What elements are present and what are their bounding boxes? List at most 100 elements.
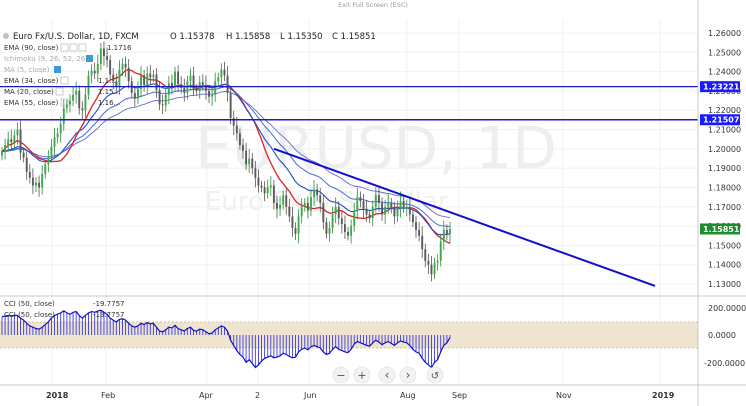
candle-body (103, 48, 105, 57)
indicator-row-ema90[interactable]: EMA (90, close) 1.1716 (4, 43, 132, 52)
visibility-toggle-icon[interactable] (60, 98, 69, 107)
candle-body (99, 48, 102, 64)
candle-body (140, 75, 142, 89)
candle-body (16, 129, 19, 136)
price-tick: 1.26000 (708, 29, 741, 38)
cci-legend: CCI (50, close) -19.7757 CCI (50, close)… (4, 300, 124, 319)
reset-icon: ↺ (431, 371, 439, 382)
candle-body (109, 60, 112, 75)
candle-body (269, 185, 272, 188)
candle-body (303, 202, 306, 207)
candle-body (217, 77, 220, 82)
ohlc-low: L 1.15350 (280, 32, 323, 42)
candle-body (146, 73, 149, 86)
candle-body (238, 133, 241, 145)
candle-body (115, 81, 118, 87)
candle-body (316, 189, 319, 196)
candle-body (377, 195, 380, 203)
cci-axis[interactable]: 200.0000 0.0000 -200.0000 (704, 304, 746, 368)
badge-2-label: 1.21507 (703, 116, 739, 125)
indicator-label: Ichimoku (9, 26, 52, 26) (4, 55, 88, 63)
candle-body (19, 129, 22, 153)
candle-body (347, 231, 349, 236)
candle-body (402, 200, 405, 207)
candle-body (201, 82, 204, 86)
zoom-out-button[interactable]: − (332, 366, 350, 384)
candle-body (359, 197, 362, 201)
candle-body (4, 144, 7, 152)
candle-body (430, 264, 433, 275)
visibility-toggle-icon[interactable] (60, 43, 69, 52)
indicator-row-ichimoku[interactable]: Ichimoku (9, 26, 52, 26) (4, 55, 93, 63)
settings-icon[interactable] (69, 43, 78, 52)
candle-body (362, 200, 365, 209)
candle-body (427, 260, 430, 265)
indicator-value: 1.1716 (107, 44, 132, 52)
candle-body (242, 144, 244, 151)
candle-body (232, 117, 235, 126)
time-label: 2 (255, 391, 260, 400)
indicator-row-ma5[interactable]: MA (5, close) (4, 66, 61, 74)
candle-body (415, 222, 417, 230)
scroll-right-button[interactable]: › (399, 366, 417, 384)
indicator-value: 1.15... (98, 88, 120, 96)
candle-body (288, 206, 291, 217)
candle-body (192, 75, 195, 89)
candle-body (229, 92, 232, 118)
badge-1-label: 1.23221 (703, 83, 740, 92)
candle-body (44, 164, 47, 174)
candle-body (41, 173, 44, 188)
zoom-in-button[interactable]: + (353, 366, 371, 384)
candle-body (371, 206, 374, 219)
visibility-toggle-icon[interactable] (54, 66, 61, 73)
candle-body (112, 74, 115, 82)
indicator-label: EMA (90, close) (4, 44, 59, 52)
trendline[interactable] (273, 147, 656, 287)
reset-chart-button[interactable]: ↺ (426, 366, 444, 384)
scroll-left-button[interactable]: ‹ (378, 366, 396, 384)
nav-controls: − + ‹ › ↺ (332, 366, 444, 384)
candle-body (300, 206, 303, 217)
cci-tick: -200.0000 (704, 359, 745, 368)
candle-body (214, 81, 217, 95)
ema-34-line (1, 83, 451, 236)
time-axis[interactable]: 2018 Feb Apr 2 Jun Aug Sep Nov 2019 (46, 391, 675, 400)
indicator-label: EMA (55, close) (4, 99, 59, 107)
ohlc-close: C 1.15851 (332, 32, 376, 42)
indicator-row-ema34[interactable]: EMA (34, close) 1.1... (4, 76, 116, 85)
candle-body (365, 208, 368, 215)
price-tick: 1.22000 (708, 106, 741, 115)
candle-body (28, 172, 31, 178)
candle-body (254, 168, 257, 178)
candle-body (421, 235, 424, 250)
badge-last-price-label: 1.15851 (703, 225, 740, 234)
indicator-row-ema55[interactable]: EMA (55, close) 1.16... (4, 98, 120, 107)
price-tick: 1.21000 (708, 126, 741, 135)
indicator-row-ma20[interactable]: MA (20, close) 1.15... (4, 87, 120, 96)
close-icon[interactable] (78, 43, 87, 52)
visibility-toggle-icon[interactable] (60, 76, 69, 85)
price-tick: 1.15000 (708, 241, 741, 250)
time-label: Aug (400, 391, 416, 400)
candle-body (343, 224, 346, 232)
candle-body (56, 133, 59, 138)
candle-body (291, 216, 294, 229)
candle-body (424, 249, 427, 261)
candle-body (226, 75, 229, 93)
visibility-toggle-icon[interactable] (86, 55, 93, 62)
time-label: 2019 (652, 391, 675, 400)
price-tick: 1.13000 (708, 280, 741, 289)
exit-fullscreen-button[interactable]: Exit Full Screen (ESC) (338, 1, 408, 9)
price-tick: 1.25000 (708, 48, 741, 57)
candle-body (260, 185, 263, 188)
time-label: Sep (452, 391, 467, 400)
badge-2-background (700, 114, 740, 126)
candle-body (75, 90, 78, 95)
candle-body (164, 94, 167, 106)
cci-line (1, 309, 451, 369)
visibility-toggle-icon[interactable] (55, 87, 64, 96)
candle-body (276, 202, 278, 209)
candle-body (433, 262, 436, 275)
candle-body (328, 228, 331, 234)
